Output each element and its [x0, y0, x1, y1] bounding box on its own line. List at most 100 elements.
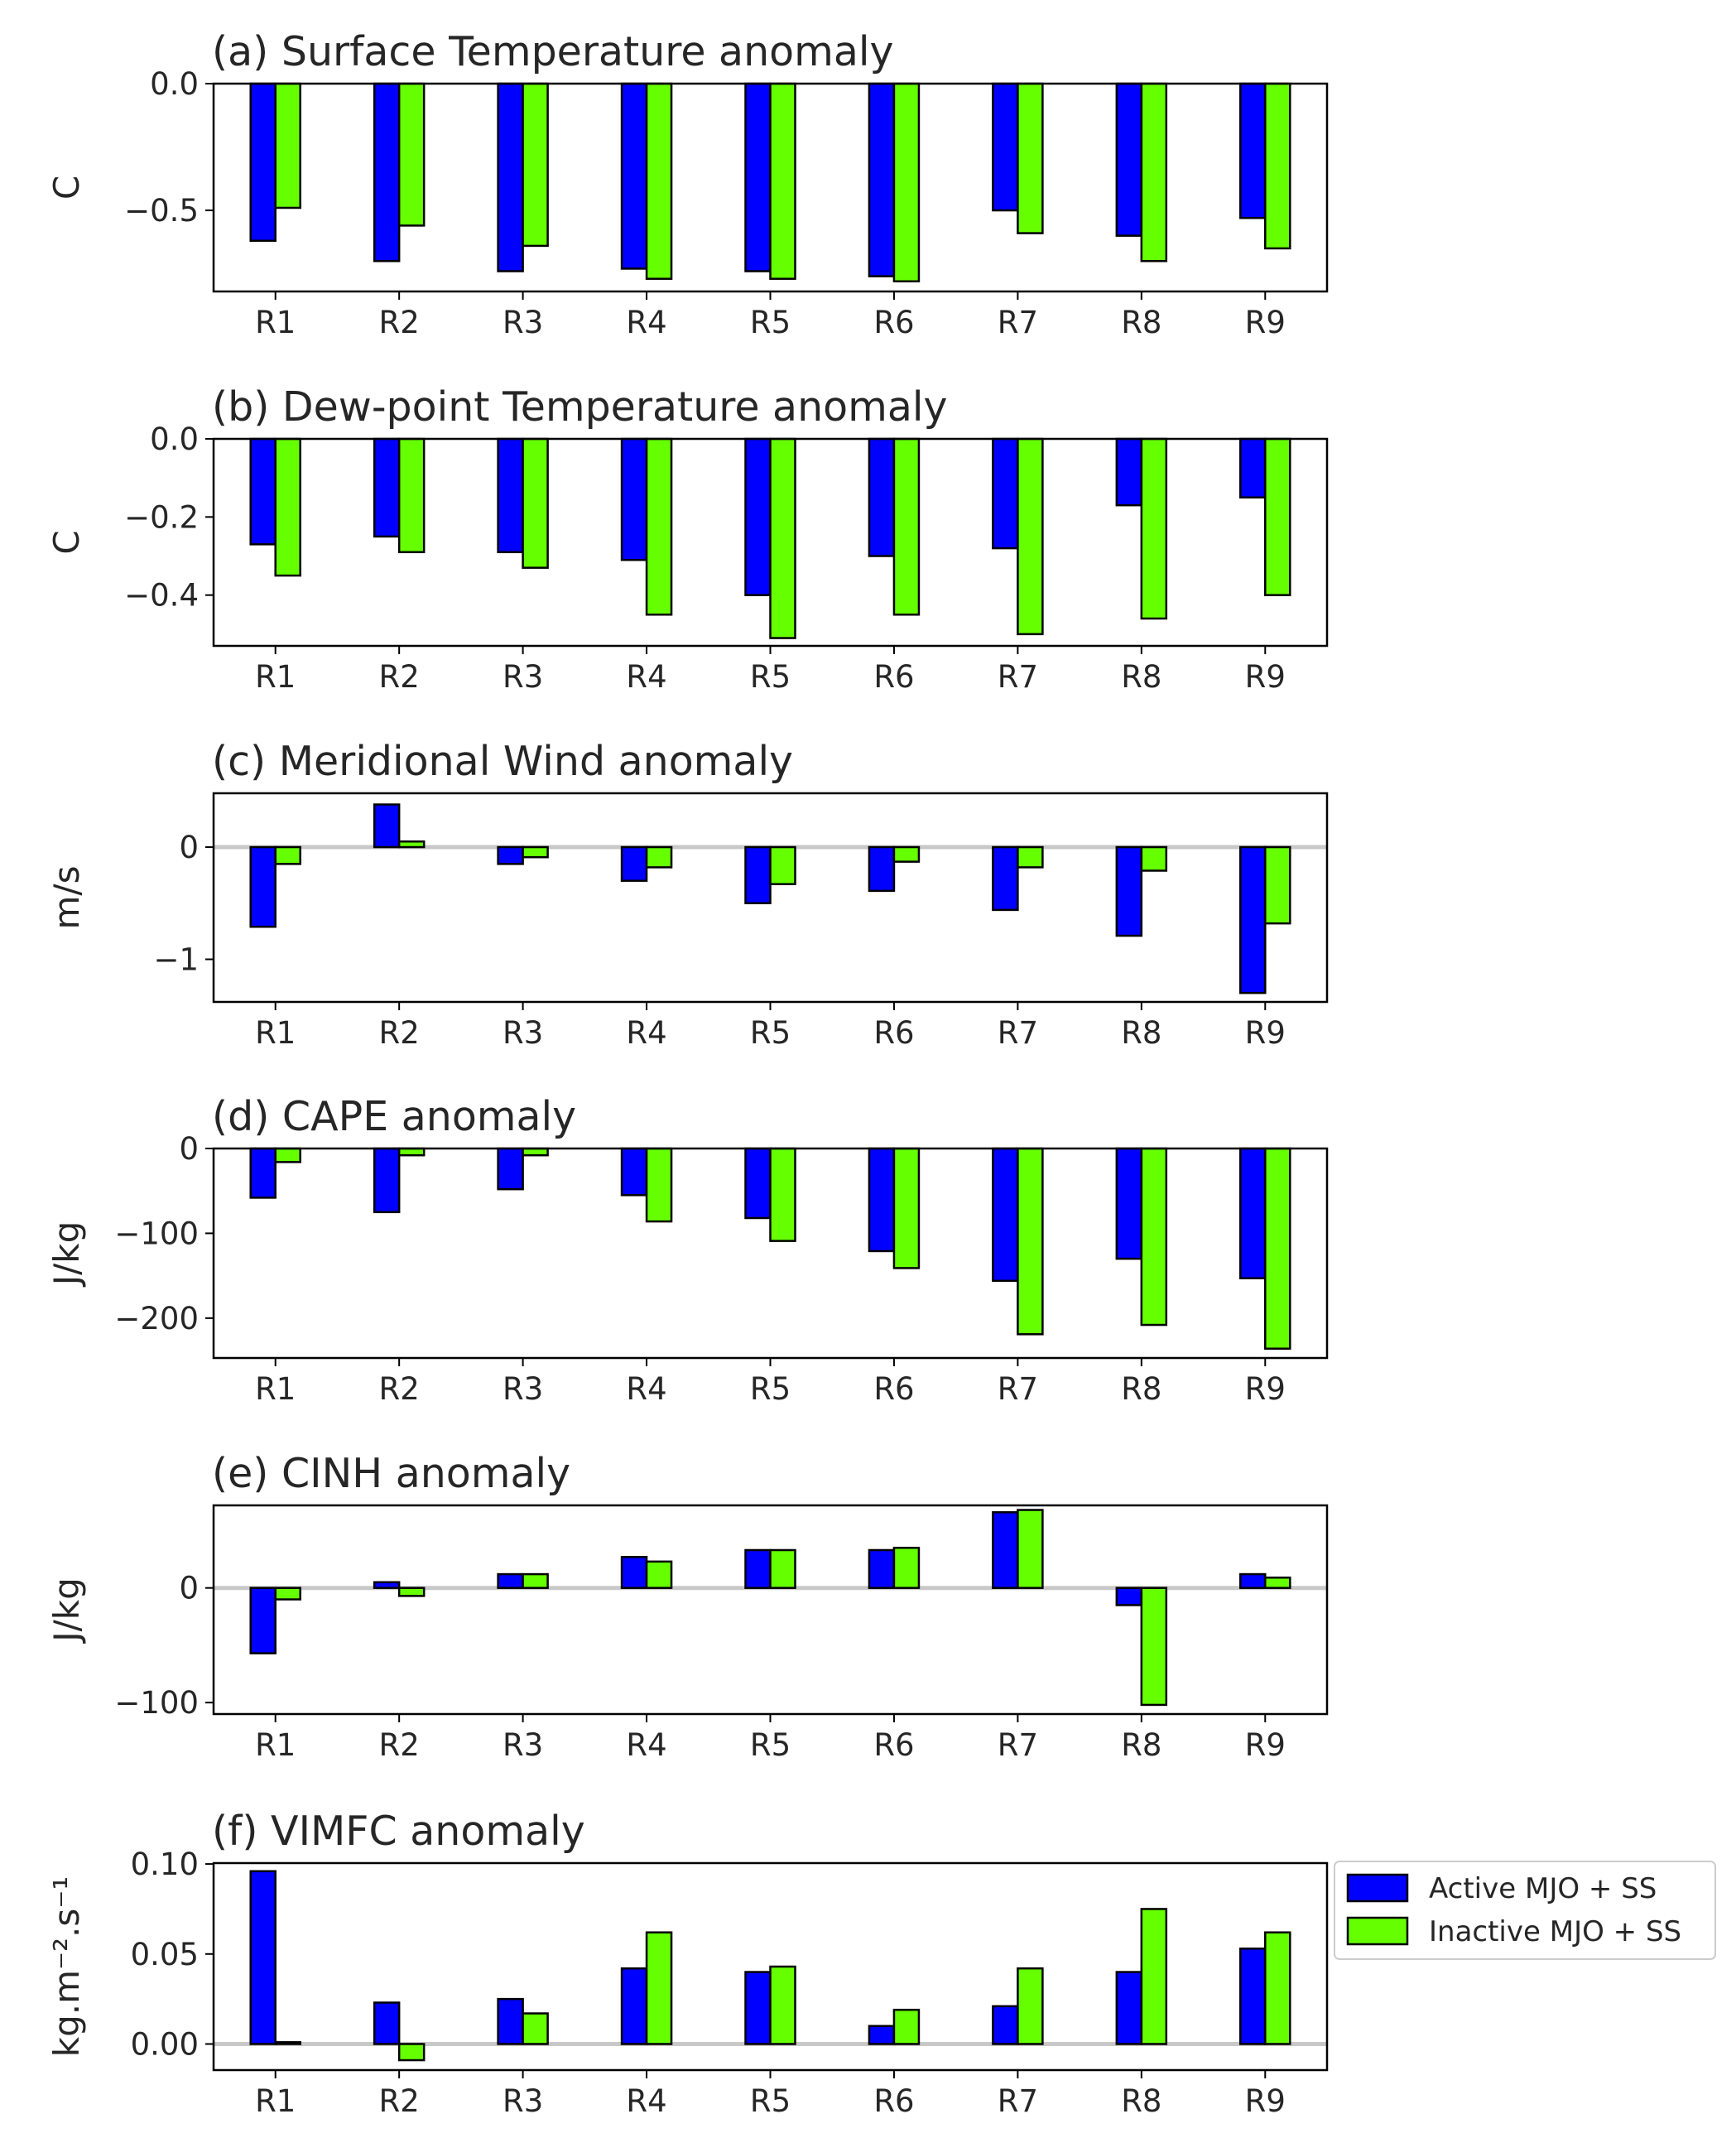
bar-active-R1	[249, 82, 277, 243]
x-tick-label: R8	[1121, 1727, 1161, 1763]
bar-inactive-R1	[274, 437, 301, 577]
legend-swatch-active	[1346, 1873, 1409, 1903]
panel-e: (e) CINH anomaly J/kg R1 R2 R3 R4 R5 R6 R7 R8 R9 0 −…	[46, 1450, 1329, 1763]
bar-inactive-R9	[1264, 437, 1291, 596]
bar-active-R6	[868, 1548, 896, 1589]
bar-active-R5	[744, 1548, 772, 1589]
x-tick-label: R3	[503, 2083, 543, 2119]
y-tick-label: −100	[114, 1216, 199, 1251]
x-tick-label: R6	[873, 2083, 914, 2119]
y-axis-label: J/kg	[46, 1221, 87, 1288]
bar-inactive-R3	[522, 82, 549, 248]
x-tick-label: R3	[503, 1371, 543, 1407]
x-tick-label: R1	[255, 1015, 296, 1051]
y-tick-label: −0.5	[124, 193, 199, 229]
bar-inactive-R9	[1264, 1931, 1291, 2045]
x-tick-label: R2	[379, 305, 420, 340]
x-tick-label: R2	[379, 2083, 420, 2119]
y-tick-label: 0.10	[131, 1847, 199, 1882]
x-tick-label: R4	[626, 1371, 666, 1407]
bar-inactive-R6	[892, 437, 921, 616]
x-tick-label: R6	[873, 1015, 914, 1051]
x-tick-label: R1	[255, 2083, 296, 2119]
bar-active-R9	[1239, 1147, 1267, 1279]
bar-inactive-R7	[1017, 1509, 1044, 1589]
y-tick-label: −0.2	[124, 499, 199, 535]
bar-active-R7	[992, 82, 1019, 212]
bar-inactive-R3	[522, 845, 549, 859]
x-tick-label: R8	[1121, 659, 1161, 695]
x-tick-label: R3	[503, 1727, 543, 1763]
bar-inactive-R5	[769, 437, 796, 639]
bar-active-R4	[620, 1147, 648, 1197]
x-tick-label: R5	[750, 1371, 791, 1407]
bar-inactive-R2	[397, 437, 426, 554]
bar-active-R8	[1115, 82, 1143, 237]
y-axis-label: kg.m⁻².s⁻¹	[46, 1876, 87, 2058]
bar-active-R6	[868, 845, 896, 893]
bar-inactive-R1	[274, 2041, 301, 2045]
bar-active-R4	[620, 845, 648, 882]
legend-swatch-inactive	[1346, 1916, 1409, 1946]
bar-inactive-R4	[645, 437, 673, 616]
x-tick-label: R5	[750, 659, 791, 695]
x-tick-label: R7	[998, 305, 1038, 340]
x-tick-label: R1	[255, 1371, 296, 1407]
bar-active-R2	[373, 1147, 401, 1214]
x-tick-label: R1	[255, 1727, 296, 1763]
bar-inactive-R5	[769, 82, 796, 280]
bar-active-R3	[497, 1572, 524, 1589]
x-tick-label: R9	[1245, 659, 1286, 695]
x-tick-label: R8	[1121, 1015, 1161, 1051]
bar-inactive-R2	[397, 840, 426, 849]
y-tick-label: 0.0	[150, 66, 199, 102]
x-tick-label: R9	[1245, 1727, 1286, 1763]
panel-title: (a) Surface Temperature anomaly	[212, 28, 893, 75]
bar-active-R4	[620, 1556, 648, 1589]
legend-box	[1334, 1861, 1716, 1960]
y-tick-label: −0.4	[124, 578, 199, 614]
bar-active-R8	[1115, 437, 1143, 507]
bar-active-R1	[249, 845, 277, 928]
bar-active-R7	[992, 845, 1019, 912]
bar-active-R6	[868, 437, 896, 557]
bar-inactive-R4	[645, 82, 673, 280]
bar-active-R1	[249, 437, 277, 546]
bar-inactive-R7	[1017, 437, 1044, 636]
bar-inactive-R4	[645, 1560, 673, 1589]
bar-inactive-R3	[522, 2012, 549, 2045]
bar-inactive-R2	[397, 82, 426, 227]
y-tick-label: 0	[179, 830, 199, 865]
x-tick-label: R7	[998, 1727, 1038, 1763]
x-tick-label: R1	[255, 659, 296, 695]
x-tick-label: R7	[998, 659, 1038, 695]
bar-active-R3	[497, 437, 524, 554]
bar-inactive-R5	[769, 1965, 796, 2045]
bar-active-R3	[497, 1147, 524, 1191]
x-tick-label: R5	[750, 1727, 791, 1763]
bar-active-R7	[992, 2005, 1019, 2045]
x-tick-label: R9	[1245, 2083, 1286, 2119]
x-tick-label: R3	[503, 659, 543, 695]
legend: Active MJO + SS Inactive MJO + SS	[1334, 1861, 1716, 1960]
bar-inactive-R7	[1017, 1147, 1044, 1336]
bar-inactive-R1	[274, 82, 301, 209]
y-tick-label: 0	[179, 1571, 199, 1606]
axes-frame	[212, 82, 1329, 293]
bar-active-R7	[992, 1511, 1019, 1589]
y-tick-label: 0.00	[131, 2026, 199, 2062]
axes-frame	[212, 792, 1329, 1004]
x-tick-label: R6	[873, 659, 914, 695]
bar-active-R6	[868, 2025, 896, 2045]
bar-active-R9	[1239, 437, 1267, 499]
bar-inactive-R8	[1140, 845, 1168, 872]
bar-active-R7	[992, 1147, 1019, 1283]
panel-c: (c) Meridional Wind anomaly m/s R1 R2 R3 R4 R5…	[46, 738, 1329, 1051]
x-tick-label: R8	[1121, 1371, 1161, 1407]
bar-inactive-R9	[1264, 82, 1291, 250]
x-tick-label: R6	[873, 1371, 914, 1407]
bar-inactive-R6	[892, 2008, 921, 2045]
bar-active-R5	[744, 437, 772, 596]
bar-inactive-R2	[397, 1587, 426, 1597]
